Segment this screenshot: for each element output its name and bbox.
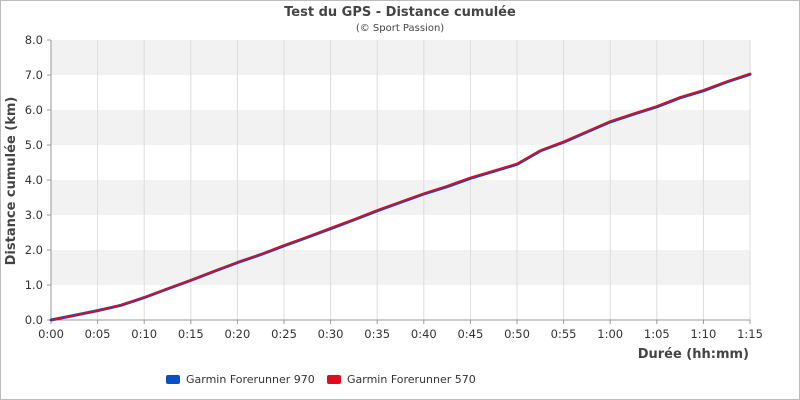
y-tick-label: 6.0: [25, 103, 43, 117]
legend-label: Garmin Forerunner 970: [186, 373, 315, 386]
chart-title: Test du GPS - Distance cumulée: [284, 5, 516, 20]
y-tick-label: 2.0: [25, 243, 43, 257]
legend-item-2[interactable]: Garmin Forerunner 570: [327, 373, 476, 386]
y-axis-title: Distance cumulée (km): [4, 97, 19, 266]
x-tick-label: 0:50: [504, 327, 530, 341]
chart-subtitle: (© Sport Passion): [356, 23, 444, 34]
y-tick-label: 8.0: [25, 33, 43, 47]
legend-swatch: [166, 375, 180, 384]
series-lines: [49, 72, 752, 322]
x-tick-label: 0:40: [411, 327, 437, 341]
x-tick-label: 0:15: [178, 327, 204, 341]
grid-band: [51, 180, 750, 215]
x-axis-title: Durée (hh:mm): [638, 347, 749, 362]
legend-item-1[interactable]: Garmin Forerunner 970: [166, 373, 315, 386]
plot-background: [51, 40, 750, 320]
x-tick-label: 0:45: [457, 327, 483, 341]
x-tick-label: 0:00: [38, 327, 64, 341]
y-tick-label: 7.0: [25, 68, 43, 82]
legend[interactable]: Garmin Forerunner 970 Garmin Forerunner 5…: [166, 373, 476, 386]
y-tick-label: 4.0: [25, 173, 43, 187]
y-tick-label: 3.0: [25, 208, 43, 222]
legend-label: Garmin Forerunner 570: [347, 373, 476, 386]
x-tick-label: 0:10: [131, 327, 157, 341]
x-tick-label: 0:30: [318, 327, 344, 341]
x-tick-label: 0:25: [271, 327, 297, 341]
legend-swatch: [327, 375, 341, 384]
grid-band: [51, 40, 750, 75]
x-tick-label: 1:00: [597, 327, 623, 341]
x-tick-label: 0:55: [551, 327, 577, 341]
y-tick-label: 1.0: [25, 278, 43, 292]
x-tick-label: 1:05: [644, 327, 670, 341]
x-tick-label: 0:20: [224, 327, 250, 341]
x-tick-label: 0:05: [85, 327, 111, 341]
x-tick-label: 1:10: [690, 327, 716, 341]
y-tick-label: 5.0: [25, 138, 43, 152]
x-axis-ticks: 0:00 0:05 0:10 0:15 0:20 0:25 0:30 0:35 0:40 0:45…: [38, 320, 763, 341]
grid-band: [51, 110, 750, 145]
grid-band: [51, 250, 750, 285]
vertical-gridlines: [97, 40, 751, 320]
y-tick-label: 0.0: [25, 313, 43, 327]
x-tick-label: 1:15: [737, 327, 763, 341]
y-axis-ticks: 0.0 1.0 2.0 3.0 4.0 5.0 6.0 7.0 8.0: [25, 33, 51, 327]
series-line-2: [50, 72, 751, 321]
x-tick-label: 0:35: [364, 327, 390, 341]
